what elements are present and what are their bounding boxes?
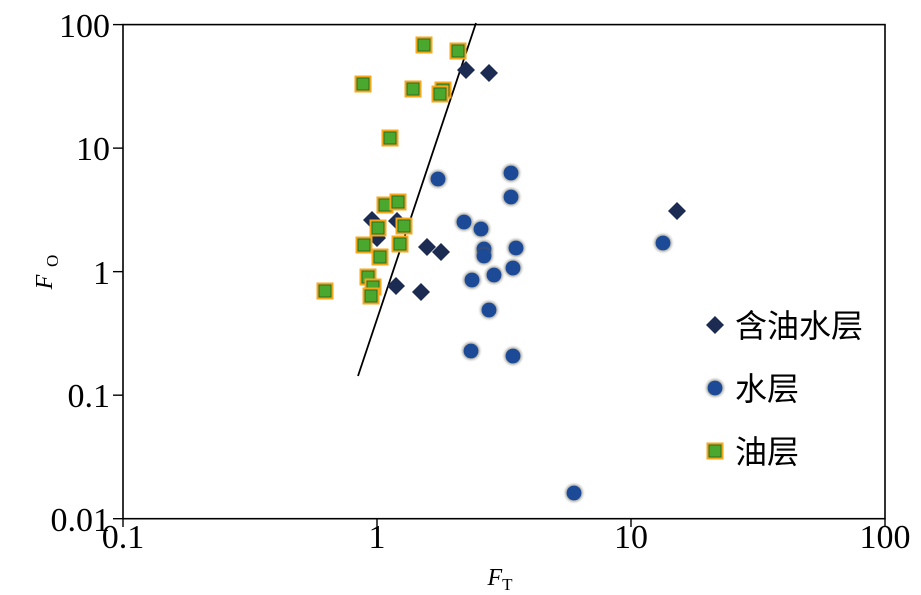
svg-text:0.01: 0.01 [51,502,111,539]
svg-text:100: 100 [860,519,911,556]
svg-text:1: 1 [93,255,110,292]
svg-text:含油水层: 含油水层 [735,308,863,344]
svg-text:FT: FT [486,565,513,594]
svg-text:10: 10 [76,131,110,168]
svg-text:100: 100 [59,8,110,45]
svg-text:10: 10 [614,519,648,556]
svg-text:0.1: 0.1 [68,378,111,415]
svg-text:1: 1 [369,519,386,556]
svg-text:水层: 水层 [735,371,799,407]
svg-text:油层: 油层 [735,434,799,470]
svg-text:O: O [43,255,62,267]
svg-text:F: F [32,274,58,290]
